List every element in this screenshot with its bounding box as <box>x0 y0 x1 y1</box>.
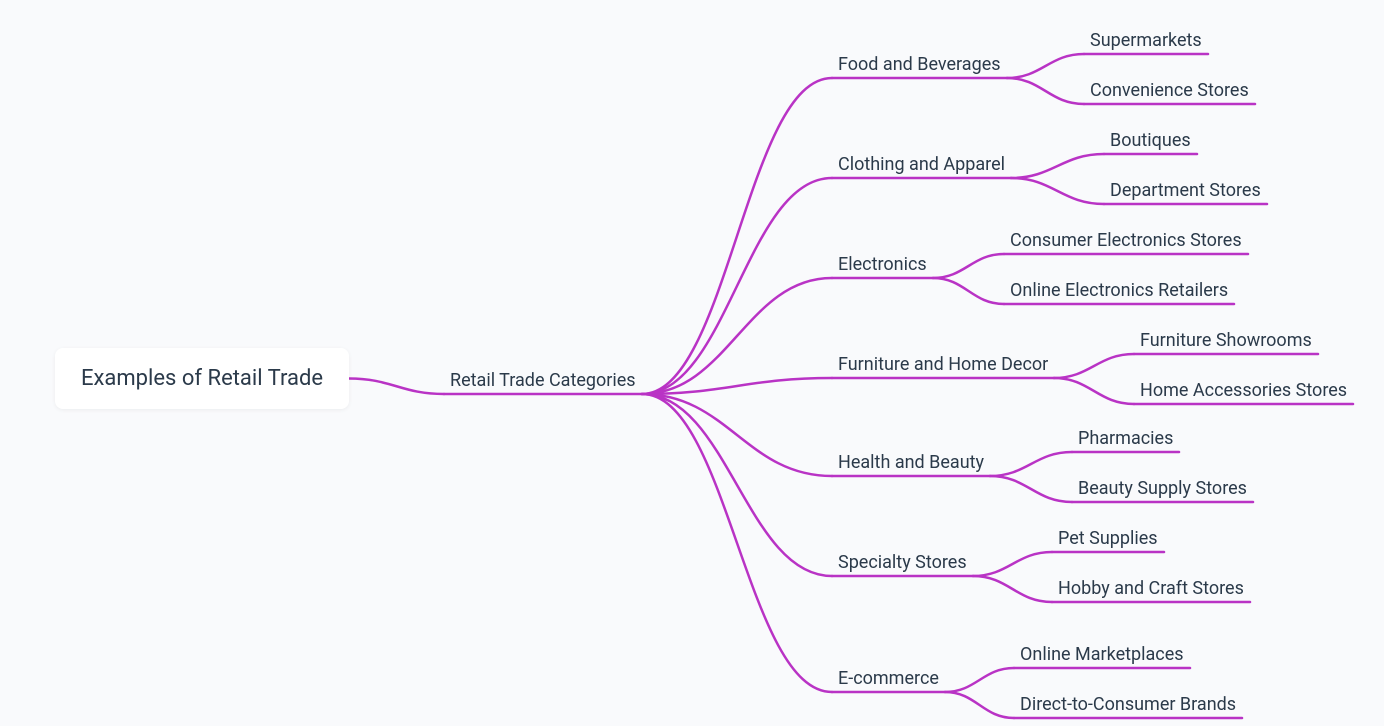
tree-node: Clothing and Apparel <box>838 154 1005 176</box>
tree-node: Convenience Stores <box>1090 80 1249 102</box>
mindmap-canvas: Examples of Retail Trade Retail Trade Cat… <box>0 0 1384 726</box>
tree-node: Supermarkets <box>1090 30 1202 52</box>
tree-node: Pet Supplies <box>1058 528 1158 550</box>
tree-node: Online Marketplaces <box>1020 644 1184 666</box>
tree-node: Retail Trade Categories <box>450 370 636 392</box>
tree-node: Direct-to-Consumer Brands <box>1020 694 1236 716</box>
tree-node: Furniture and Home Decor <box>838 354 1048 376</box>
tree-node: Hobby and Craft Stores <box>1058 578 1244 600</box>
tree-node: Boutiques <box>1110 130 1191 152</box>
tree-node: Furniture Showrooms <box>1140 330 1312 352</box>
tree-node: Department Stores <box>1110 180 1261 202</box>
tree-node: Specialty Stores <box>838 552 967 574</box>
tree-node: Online Electronics Retailers <box>1010 280 1228 302</box>
tree-node: Health and Beauty <box>838 452 984 474</box>
tree-node: E-commerce <box>838 668 939 690</box>
tree-node: Home Accessories Stores <box>1140 380 1347 402</box>
tree-node: Food and Beverages <box>838 54 1001 76</box>
tree-node: Pharmacies <box>1078 428 1173 450</box>
tree-node: Beauty Supply Stores <box>1078 478 1247 500</box>
tree-node: Electronics <box>838 254 927 276</box>
tree-node: Consumer Electronics Stores <box>1010 230 1242 252</box>
root-node: Examples of Retail Trade <box>55 348 349 409</box>
